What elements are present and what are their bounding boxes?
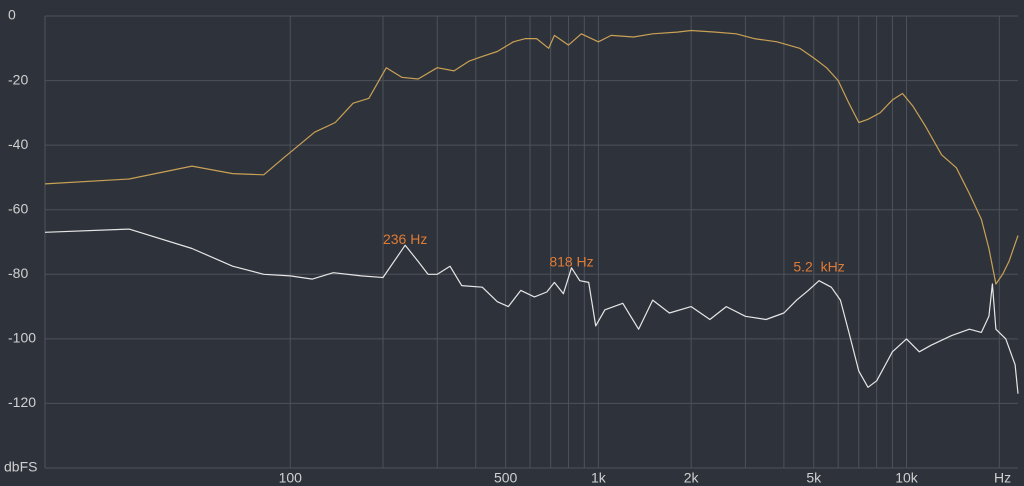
x-tick-label: 5k (806, 470, 822, 486)
y-tick-label: -80 (8, 265, 28, 281)
y-axis-label: dbFS (4, 459, 37, 475)
peak-label: 236 Hz (383, 231, 427, 247)
peak-label: 5.2 kHz (793, 259, 844, 275)
spectrum-line (44, 228, 1019, 394)
x-tick-label: 100 (279, 470, 303, 486)
y-tick-label: 0 (8, 7, 16, 23)
y-tick-label: -40 (8, 136, 28, 152)
y-tick-label: -100 (8, 330, 36, 346)
x-axis-label: Hz (994, 470, 1011, 486)
y-tick-label: -120 (8, 394, 36, 410)
x-tick-label: 1k (591, 470, 607, 486)
x-tick-label: 10k (895, 470, 919, 486)
x-tick-label: 500 (494, 470, 518, 486)
y-tick-label: -60 (8, 200, 28, 216)
x-tick-label: 2k (684, 470, 700, 486)
y-tick-label: -20 (8, 71, 28, 87)
spectrum-line (44, 29, 1019, 285)
peak-label: 818 Hz (549, 254, 593, 270)
